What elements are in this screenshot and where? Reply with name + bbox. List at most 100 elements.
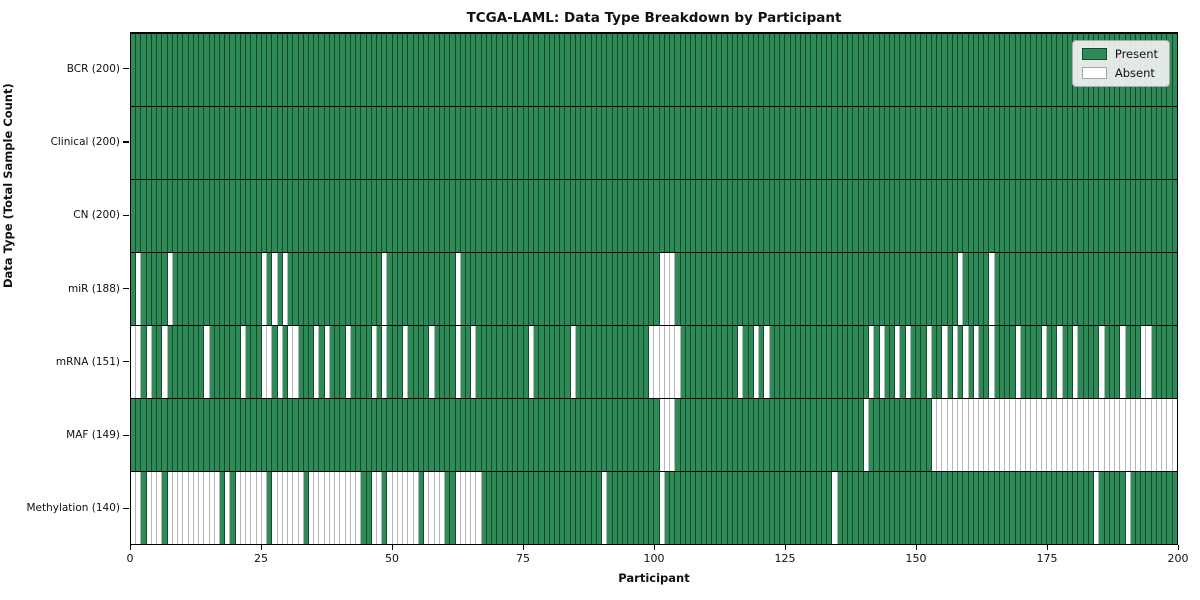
heatmap-cell <box>874 107 880 179</box>
heatmap-cell <box>492 472 498 544</box>
heatmap-cell <box>293 34 299 106</box>
heatmap-cell <box>340 253 346 325</box>
heatmap-cell <box>460 472 466 544</box>
heatmap-cell <box>612 399 618 471</box>
heatmap-cell <box>910 107 917 179</box>
heatmap-cell <box>1067 399 1074 471</box>
heatmap-cell <box>424 472 430 544</box>
heatmap-cell <box>973 472 979 544</box>
heatmap-cell <box>607 34 613 106</box>
heatmap-cell <box>931 472 938 544</box>
heatmap-cell <box>785 326 791 398</box>
heatmap-cell <box>172 180 179 252</box>
heatmap-cell <box>633 399 639 471</box>
heatmap-cell <box>235 180 241 252</box>
heatmap-cell <box>1005 180 1011 252</box>
heatmap-cell <box>732 180 739 252</box>
heatmap-cell <box>549 180 555 252</box>
heatmap-cell <box>1083 253 1089 325</box>
heatmap-cell <box>837 107 843 179</box>
heatmap-cell <box>858 253 864 325</box>
heatmap-cell <box>1141 472 1147 544</box>
heatmap-cell <box>356 399 362 471</box>
heatmap-cell <box>209 253 215 325</box>
heatmap-cell <box>780 107 786 179</box>
heatmap-cell <box>429 34 435 106</box>
heatmap-cell <box>884 34 890 106</box>
heatmap-cell <box>900 34 906 106</box>
heatmap-cell <box>214 253 220 325</box>
heatmap-cell <box>586 326 592 398</box>
heatmap-cell <box>492 180 498 252</box>
heatmap-cell <box>387 34 393 106</box>
heatmap-cell <box>596 472 603 544</box>
heatmap-cell <box>1146 472 1152 544</box>
heatmap-cell <box>638 180 644 252</box>
heatmap-cell <box>832 180 838 252</box>
heatmap-cell <box>858 326 864 398</box>
heatmap-cell <box>889 34 896 106</box>
ytick-mark <box>123 361 129 363</box>
heatmap-cell <box>602 180 608 252</box>
heatmap-cell <box>162 180 168 252</box>
heatmap-cell <box>701 34 707 106</box>
heatmap-cell <box>413 253 419 325</box>
heatmap-cell <box>329 326 336 398</box>
heatmap-cell <box>1120 253 1126 325</box>
heatmap-cell <box>256 399 262 471</box>
heatmap-cell <box>1078 326 1084 398</box>
heatmap-cell <box>136 180 142 252</box>
heatmap-cell <box>643 107 650 179</box>
heatmap-cell <box>439 180 446 252</box>
heatmap-cell <box>581 34 587 106</box>
heatmap-cell <box>397 399 404 471</box>
heatmap-cell <box>628 107 634 179</box>
heatmap-cell <box>340 472 346 544</box>
heatmap-cell <box>366 472 372 544</box>
heatmap-cell <box>445 472 451 544</box>
heatmap-cell <box>696 107 702 179</box>
heatmap-cell <box>377 253 383 325</box>
heatmap-cell <box>900 399 906 471</box>
heatmap-cell <box>780 253 786 325</box>
heatmap-cell <box>717 34 723 106</box>
heatmap-cell <box>434 34 440 106</box>
heatmap-cell <box>748 180 754 252</box>
heatmap-cell <box>759 107 765 179</box>
heatmap-cell <box>958 253 964 325</box>
heatmap-cell <box>486 472 493 544</box>
heatmap-cell <box>900 253 906 325</box>
heatmap-cell <box>937 399 943 471</box>
heatmap-cell <box>921 472 927 544</box>
heatmap-cell <box>539 399 545 471</box>
heatmap-row-MAF <box>131 398 1177 471</box>
heatmap-cell <box>748 253 754 325</box>
heatmap-cell <box>314 472 320 544</box>
heatmap-cell <box>1057 472 1063 544</box>
heatmap-cell <box>350 326 357 398</box>
heatmap-cell <box>978 253 985 325</box>
heatmap-cell <box>303 472 309 544</box>
heatmap-cell <box>602 107 608 179</box>
heatmap-cell <box>267 180 273 252</box>
heatmap-cell <box>790 34 796 106</box>
heatmap-cell <box>554 253 561 325</box>
heatmap-cell <box>738 253 744 325</box>
heatmap-cell <box>240 472 247 544</box>
heatmap-cell <box>1067 253 1074 325</box>
heatmap-cell <box>1146 180 1152 252</box>
heatmap-cell <box>518 399 524 471</box>
heatmap-cell <box>1020 34 1027 106</box>
heatmap-cell <box>581 399 587 471</box>
heatmap-cell <box>382 253 388 325</box>
heatmap-cell <box>445 326 451 398</box>
heatmap-cell <box>591 326 597 398</box>
heatmap-cell <box>528 180 535 252</box>
heatmap-cell <box>685 472 692 544</box>
heatmap-cell <box>1136 253 1142 325</box>
heatmap-cell <box>712 107 718 179</box>
heatmap-cell <box>1125 253 1131 325</box>
heatmap-cell <box>905 326 911 398</box>
heatmap-cell <box>785 34 791 106</box>
heatmap-cell <box>167 34 173 106</box>
